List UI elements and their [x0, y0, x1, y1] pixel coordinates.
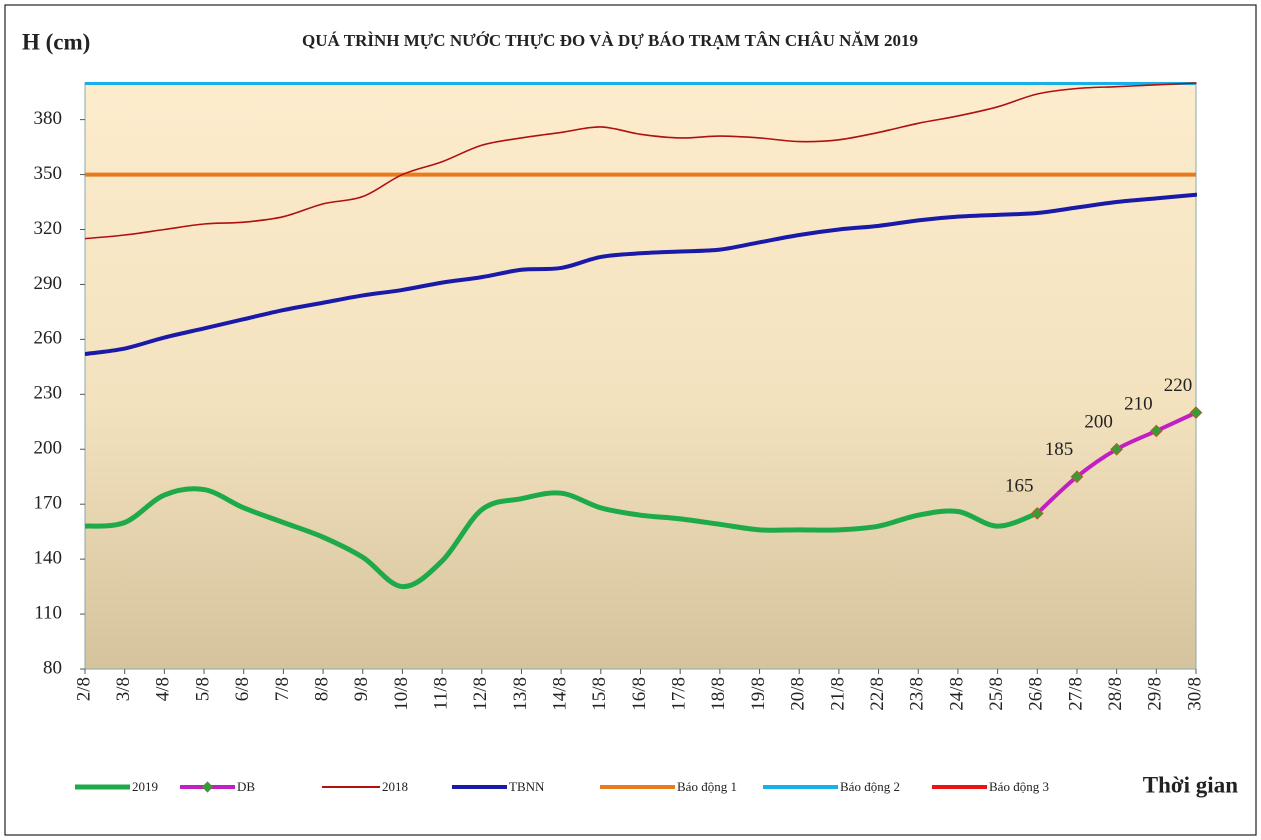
x-axis-title: Thời gian	[1143, 772, 1238, 797]
legend-label: 2019	[132, 779, 158, 794]
x-tick-label: 29/8	[1145, 677, 1166, 711]
y-tick-label: 260	[34, 328, 63, 349]
marker	[1070, 470, 1084, 484]
data-label: 200	[1084, 412, 1113, 433]
data-label: 165	[1005, 476, 1034, 497]
x-tick-label: 25/8	[986, 677, 1007, 711]
y-tick-label: 380	[34, 108, 63, 129]
y-tick-label: 170	[34, 493, 63, 514]
y-tick-label: 80	[43, 657, 62, 678]
y-tick-label: 290	[34, 273, 63, 294]
y-tick-label: 320	[34, 218, 63, 239]
x-tick-label: 21/8	[827, 677, 848, 711]
x-tick-label: 5/8	[192, 677, 213, 701]
x-tick-label: 7/8	[272, 677, 293, 701]
x-tick-label: 30/8	[1184, 677, 1205, 711]
x-tick-label: 23/8	[907, 677, 928, 711]
x-tick-label: 17/8	[669, 677, 690, 711]
marker	[1030, 506, 1044, 520]
y-tick-label: 140	[34, 547, 63, 568]
x-tick-label: 27/8	[1065, 677, 1086, 711]
legend-label: Báo động 3	[989, 779, 1049, 794]
x-tick-label: 9/8	[351, 677, 372, 701]
x-tick-label: 10/8	[391, 677, 412, 711]
series-line	[85, 486, 1040, 590]
legend-label: Báo động 1	[677, 779, 737, 794]
x-tick-label: 2/8	[73, 677, 94, 701]
marker	[1189, 406, 1203, 419]
x-tick-label: 28/8	[1105, 677, 1126, 711]
x-tick-label: 15/8	[589, 677, 610, 711]
legend-marker	[201, 781, 214, 793]
y-tick-label: 200	[34, 438, 63, 459]
x-tick-label: 20/8	[788, 677, 809, 711]
legend-label: 2018	[382, 779, 408, 794]
plot-area	[84, 82, 1197, 670]
x-tick-label: 26/8	[1026, 677, 1047, 711]
marker	[1149, 424, 1163, 438]
data-label: 220	[1164, 375, 1193, 396]
x-tick-label: 18/8	[708, 677, 729, 711]
y-tick-label: 350	[34, 163, 63, 184]
y-axis-title: H (cm)	[22, 29, 90, 54]
x-tick-label: 14/8	[550, 677, 571, 711]
legend-label: Báo động 2	[840, 779, 900, 794]
x-tick-label: 4/8	[153, 677, 174, 701]
x-tick-label: 13/8	[510, 677, 531, 711]
x-tick-label: 12/8	[470, 677, 491, 711]
x-tick-label: 11/8	[430, 677, 451, 710]
y-tick-label: 110	[34, 602, 62, 623]
x-tick-label: 16/8	[629, 677, 650, 711]
series-line	[85, 82, 1197, 240]
legend-label: DB	[237, 779, 255, 794]
data-label: 210	[1124, 393, 1153, 414]
x-tick-label: 8/8	[311, 677, 332, 701]
x-tick-label: 6/8	[232, 677, 253, 701]
marker	[1110, 442, 1124, 456]
plot-lines	[85, 82, 1197, 590]
x-tick-label: 3/8	[113, 677, 134, 701]
x-tick-label: 22/8	[867, 677, 888, 711]
chart-title: QUÁ TRÌNH MỰC NƯỚC THỰC ĐO VÀ DỰ BÁO TRẠ…	[302, 31, 918, 50]
x-tick-label: 19/8	[748, 677, 769, 711]
legend-label: TBNN	[509, 779, 545, 794]
x-tick-label: 24/8	[946, 677, 967, 711]
y-tick-label: 230	[34, 383, 63, 404]
data-label: 185	[1045, 439, 1074, 460]
series-line	[85, 192, 1197, 357]
